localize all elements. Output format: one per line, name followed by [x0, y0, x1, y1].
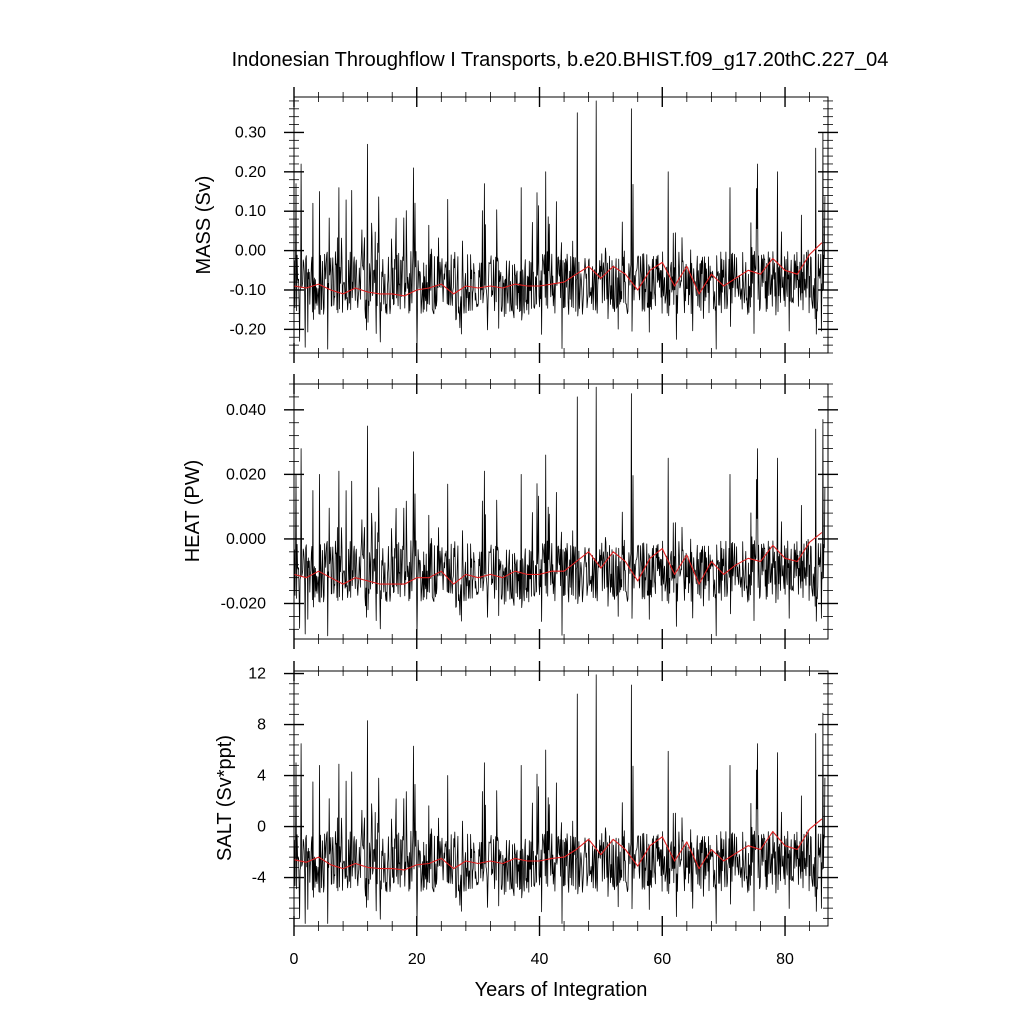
series-smoothed-salt: [293, 818, 823, 871]
y-tick-label: -0.10: [230, 282, 267, 299]
series-raw-heat: [293, 386, 826, 637]
x-tick-label: 60: [653, 951, 671, 968]
y-tick-label: 0.020: [226, 466, 266, 483]
y-tick-label: 8: [257, 717, 266, 734]
panel-mass: MASS (Sv) -0.20 -0.10 0.00 0.10 0.20 0.30: [193, 87, 838, 363]
y-tick-label: 0.000: [226, 531, 266, 548]
y-tick-label: 0.00: [235, 243, 266, 260]
y-tick-label: -4: [252, 870, 266, 887]
series-smoothed-heat: [293, 532, 823, 585]
y-axis-title-salt: SALT (Sv*ppt): [214, 735, 236, 861]
chart-title: Indonesian Throughflow I Transports, b.e…: [232, 49, 889, 71]
x-tick-label: 40: [531, 951, 549, 968]
x-tick-label: 0: [290, 951, 299, 968]
panel-salt: SALT (Sv*ppt) -4 0 4 8 12 0 20 40 60 80: [214, 661, 838, 968]
tick-layer-mass: -0.20 -0.10 0.00 0.10 0.20 0.30: [230, 87, 838, 363]
y-axis-title-heat: HEAT (PW): [182, 460, 204, 563]
y-tick-label: 0.20: [235, 164, 266, 181]
frame-salt: [293, 670, 829, 927]
y-tick-label: 0.10: [235, 203, 266, 220]
series-raw-salt: [293, 674, 826, 924]
y-tick-label: 12: [248, 666, 266, 683]
frame-mass: [293, 96, 829, 354]
plot-area-mass: [293, 100, 826, 350]
y-tick-label: -0.020: [221, 595, 266, 612]
y-tick-label: 0.040: [226, 402, 266, 419]
x-tick-label: 20: [408, 951, 426, 968]
y-tick-label: 0: [257, 819, 266, 836]
tick-layer-salt: -4 0 4 8 12 0 20 40 60 80: [248, 661, 838, 968]
y-tick-label: 4: [257, 768, 266, 785]
x-tick-label: 80: [776, 951, 794, 968]
y-tick-label: -0.20: [230, 321, 267, 338]
series-raw-mass: [293, 100, 826, 350]
plot-area-salt: [293, 674, 826, 924]
frame-heat: [293, 383, 829, 640]
x-axis-title: Years of Integration: [475, 979, 648, 1001]
y-tick-label: 0.30: [235, 124, 266, 141]
tick-layer-heat: -0.020 0.000 0.020 0.040: [221, 374, 838, 649]
plot-area-heat: [293, 386, 826, 637]
y-axis-title-mass: MASS (Sv): [193, 176, 215, 275]
panel-heat: HEAT (PW) -0.020 0.000 0.020 0.040: [182, 374, 838, 649]
series-smoothed-mass: [293, 242, 823, 297]
